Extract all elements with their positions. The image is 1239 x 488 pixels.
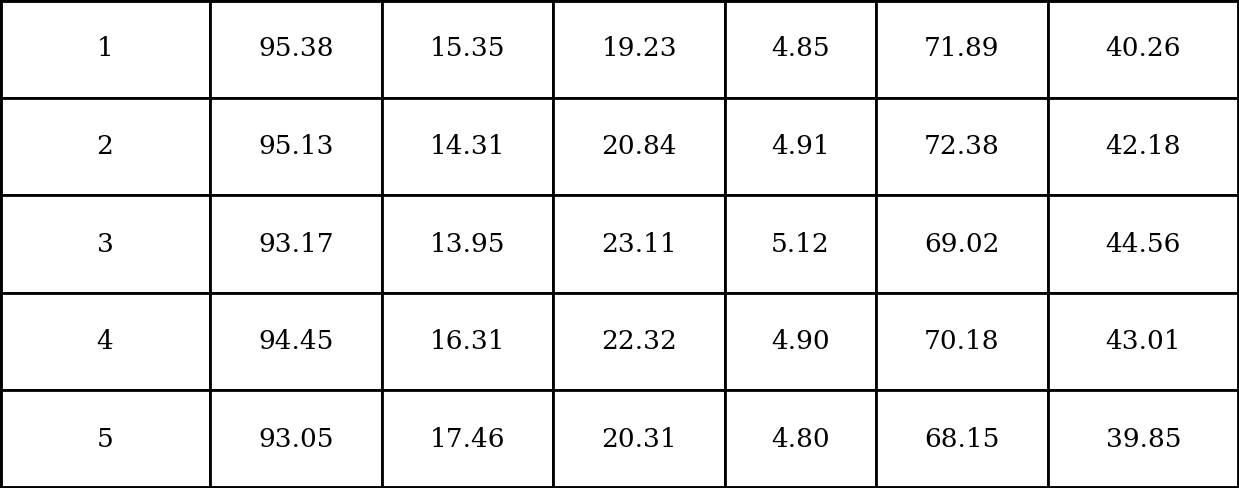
Bar <box>211 195 382 293</box>
Text: 19.23: 19.23 <box>601 36 678 61</box>
Text: 20.31: 20.31 <box>601 427 678 452</box>
Bar <box>0 390 211 488</box>
Text: 39.85: 39.85 <box>1105 427 1181 452</box>
Bar <box>725 390 876 488</box>
Text: 15.35: 15.35 <box>430 36 506 61</box>
Bar <box>554 293 725 390</box>
Text: 3: 3 <box>97 231 114 257</box>
Bar <box>382 98 554 195</box>
Bar <box>211 293 382 390</box>
Text: 43.01: 43.01 <box>1105 329 1181 354</box>
Bar <box>1048 195 1239 293</box>
Bar <box>382 195 554 293</box>
Text: 93.05: 93.05 <box>258 427 333 452</box>
Text: 70.18: 70.18 <box>924 329 1000 354</box>
Bar <box>211 390 382 488</box>
Bar <box>0 98 211 195</box>
Bar <box>1048 0 1239 98</box>
Text: 42.18: 42.18 <box>1105 134 1181 159</box>
Text: 4: 4 <box>97 329 114 354</box>
Text: 4.90: 4.90 <box>771 329 830 354</box>
Text: 4.85: 4.85 <box>771 36 830 61</box>
Bar <box>0 0 211 98</box>
Bar <box>725 195 876 293</box>
Text: 22.32: 22.32 <box>601 329 678 354</box>
Bar <box>211 98 382 195</box>
Text: 1: 1 <box>97 36 114 61</box>
Text: 94.45: 94.45 <box>258 329 333 354</box>
Text: 13.95: 13.95 <box>430 231 506 257</box>
Text: 2: 2 <box>97 134 114 159</box>
Bar <box>382 390 554 488</box>
Bar <box>725 293 876 390</box>
Text: 14.31: 14.31 <box>430 134 506 159</box>
Text: 23.11: 23.11 <box>601 231 678 257</box>
Bar <box>554 390 725 488</box>
Bar <box>382 0 554 98</box>
Text: 16.31: 16.31 <box>430 329 506 354</box>
Bar <box>554 195 725 293</box>
Bar <box>0 195 211 293</box>
Bar <box>876 0 1048 98</box>
Text: 93.17: 93.17 <box>258 231 333 257</box>
Bar <box>554 98 725 195</box>
Text: 95.38: 95.38 <box>258 36 333 61</box>
Text: 44.56: 44.56 <box>1105 231 1181 257</box>
Text: 17.46: 17.46 <box>430 427 506 452</box>
Text: 5: 5 <box>97 427 114 452</box>
Text: 5.12: 5.12 <box>771 231 830 257</box>
Text: 72.38: 72.38 <box>924 134 1000 159</box>
Bar <box>876 98 1048 195</box>
Text: 69.02: 69.02 <box>924 231 1000 257</box>
Text: 40.26: 40.26 <box>1105 36 1181 61</box>
Text: 20.84: 20.84 <box>602 134 676 159</box>
Bar <box>725 0 876 98</box>
Text: 4.80: 4.80 <box>771 427 830 452</box>
Text: 4.91: 4.91 <box>771 134 830 159</box>
Text: 71.89: 71.89 <box>924 36 1000 61</box>
Bar <box>876 195 1048 293</box>
Bar <box>382 293 554 390</box>
Bar <box>1048 293 1239 390</box>
Text: 95.13: 95.13 <box>258 134 333 159</box>
Bar <box>554 0 725 98</box>
Bar <box>1048 390 1239 488</box>
Text: 68.15: 68.15 <box>924 427 1000 452</box>
Bar <box>876 390 1048 488</box>
Bar <box>0 293 211 390</box>
Bar <box>725 98 876 195</box>
Bar <box>876 293 1048 390</box>
Bar <box>1048 98 1239 195</box>
Bar <box>211 0 382 98</box>
